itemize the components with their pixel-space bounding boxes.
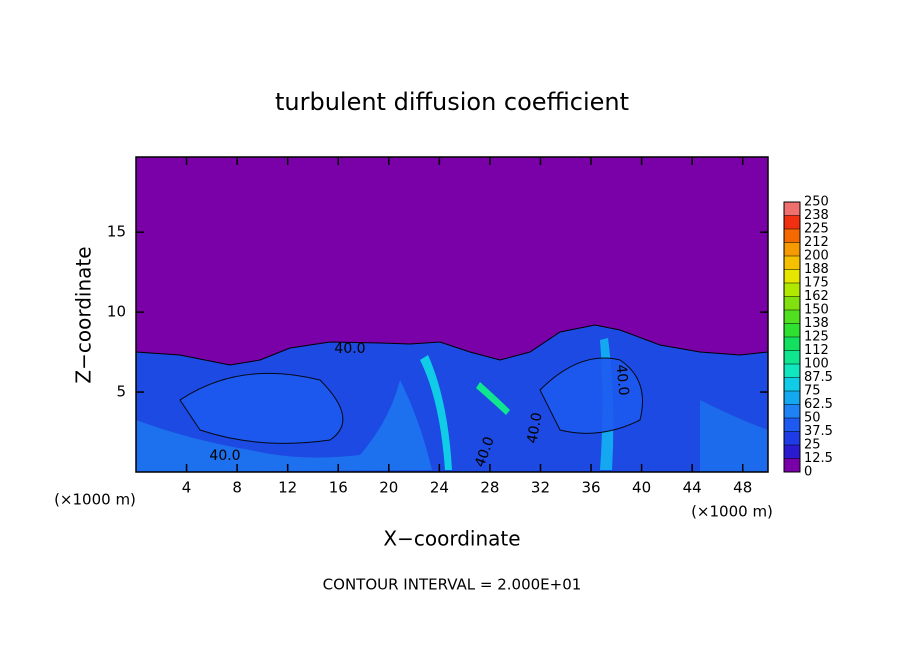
colorbar-bin — [784, 323, 800, 337]
footer: CONTOUR INTERVAL = 2.000E+01 — [323, 576, 582, 594]
streak — [136, 380, 432, 472]
chart-title: turbulent diffusion coefficient — [275, 88, 629, 116]
colorbar-bin — [784, 242, 800, 256]
colorbar-bin — [784, 391, 800, 405]
x-tick-label: 20 — [379, 479, 398, 497]
colorbar-tick-label: 37.5 — [804, 424, 833, 439]
x-tick-label: 28 — [480, 479, 499, 497]
colorbar-tick-label: 150 — [804, 303, 829, 318]
colorbar-bin — [784, 404, 800, 418]
streak — [700, 400, 768, 472]
colorbar-tick-label: 162 — [804, 289, 829, 304]
colorbar-tick-label: 125 — [804, 330, 829, 345]
plot-frame — [135, 156, 769, 473]
y-axis-label: Z−coordinate — [72, 246, 96, 383]
colorbar-tick-label: 200 — [804, 249, 829, 264]
colorbar-bin — [784, 256, 800, 270]
x-tick-label: 24 — [430, 479, 449, 497]
colorbar-tick-label: 112 — [804, 343, 829, 358]
colorbar-bin — [784, 269, 800, 283]
colorbar-tick-label: 87.5 — [804, 370, 833, 385]
colorbar-tick-label: 175 — [804, 276, 829, 291]
colorbar-tick-label: 50 — [804, 411, 821, 426]
colorbar-tick-label: 138 — [804, 316, 829, 331]
colorbar-tick-label: 25 — [804, 438, 821, 453]
streak — [420, 355, 452, 470]
colorbar-bin — [784, 418, 800, 432]
colorbar-bin — [784, 377, 800, 391]
x-unit: (×1000 m) — [691, 503, 773, 521]
colorbar-bin — [784, 445, 800, 459]
y-unit: (×1000 m) — [54, 491, 136, 509]
colorbar-bin — [784, 364, 800, 378]
x-tick-label: 44 — [683, 479, 702, 497]
colorbar-bin — [784, 283, 800, 297]
x-tick-label: 48 — [733, 479, 752, 497]
contour-label: 40.0 — [334, 341, 365, 357]
colorbar-bin — [784, 431, 800, 445]
contour-region — [179, 372, 344, 444]
y-tick-label: 15 — [107, 223, 126, 241]
colorbar-tick-label: 62.5 — [804, 397, 833, 412]
colorbar-tick-label: 238 — [804, 208, 829, 223]
y-tick-label: 10 — [107, 303, 126, 321]
x-tick-label: 40 — [632, 479, 651, 497]
colorbar-tick-label: 0 — [804, 465, 812, 480]
streak — [476, 382, 510, 415]
x-tick-label: 12 — [278, 479, 297, 497]
colorbar-bin — [784, 215, 800, 229]
contour-label: 40.0 — [524, 411, 545, 444]
colorbar-bin — [784, 350, 800, 364]
field — [135, 324, 769, 473]
colorbar-bin — [784, 296, 800, 310]
colorbar-tick-label: 250 — [804, 195, 829, 210]
colorbar-bin — [784, 458, 800, 472]
contour-label: 40.0 — [209, 448, 240, 464]
colorbar-bin — [784, 337, 800, 351]
x-axis-label: X−coordinate — [383, 527, 520, 551]
contour-region — [539, 357, 643, 434]
contour-label: 40.0 — [613, 364, 632, 396]
colorbar-tick-label: 12.5 — [804, 451, 833, 466]
colorbar-bin — [784, 310, 800, 324]
x-tick-label: 4 — [182, 479, 192, 497]
colorbar-bin — [784, 202, 800, 216]
colorbar-tick-label: 212 — [804, 235, 829, 250]
colorbar-tick-label: 225 — [804, 222, 829, 237]
colorbar-tick-label: 100 — [804, 357, 829, 372]
x-tick-label: 32 — [531, 479, 550, 497]
colorbar-tick-label: 75 — [804, 384, 821, 399]
y-tick-label: 5 — [116, 383, 126, 401]
x-tick-label: 8 — [232, 479, 242, 497]
colorbar-tick-label: 188 — [804, 262, 829, 277]
x-tick-label: 16 — [329, 479, 348, 497]
x-tick-label: 36 — [581, 479, 600, 497]
colorbar-bin — [784, 229, 800, 243]
